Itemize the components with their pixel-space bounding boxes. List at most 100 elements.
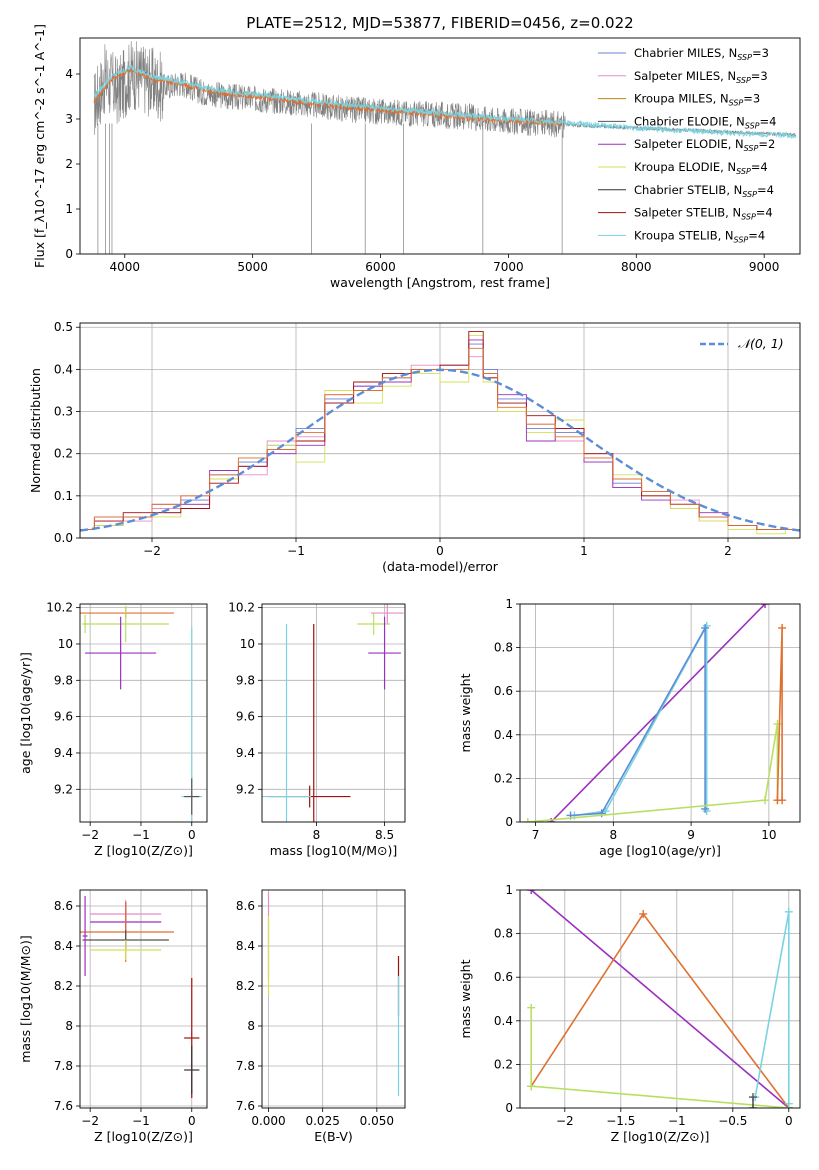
y-tick-label: 0.2: [494, 771, 513, 785]
y-tick-label: 8.6: [54, 899, 73, 913]
y-tick-label: 0.6: [494, 970, 513, 984]
axes-frame: [261, 889, 406, 1109]
plot-area: [80, 896, 200, 1098]
weight-line-Kroupa ELODIE: [527, 723, 779, 822]
x-tick-label: −2: [143, 544, 161, 558]
weight-marker: [701, 623, 710, 632]
panel-age-vs-mass: 8 8.5 9.2 9.4 9.6 9.8 10 10.2 mass [log10(M/M⊙)]: [228, 601, 406, 858]
y-tick-label: 9.8: [54, 673, 73, 687]
weight-marker: [784, 1099, 793, 1108]
y-tick-label: 0: [505, 815, 513, 829]
errorbar-point: [90, 940, 162, 960]
legend-entry: Chabrier MILES, NSSP=3: [598, 46, 769, 62]
weight-marker: [527, 1003, 536, 1012]
axes-frame: [519, 889, 801, 1109]
axes-frame: [79, 322, 801, 539]
weight-marker: [761, 604, 769, 608]
plot-area: [523, 604, 787, 822]
spectrum-series-model-stelib: [93, 64, 797, 139]
x-axis-label: Z [log10(Z/Z⊙)]: [611, 1129, 710, 1144]
legend-entry: Salpeter MILES, NSSP=3: [598, 69, 768, 85]
x-tick-label: 8: [313, 828, 321, 842]
y-tick-label: 0.8: [494, 641, 513, 655]
legend-label: Chabrier STELIB, NSSP=4: [634, 183, 774, 199]
y-tick-label: 1: [505, 597, 513, 611]
y-tick-label: 10.2: [46, 601, 73, 615]
weight-marker: [523, 818, 532, 822]
plot-area: [267, 892, 400, 1096]
legend-label: Chabrier ELODIE, NSSP=4: [634, 114, 776, 130]
x-tick-label: 8.5: [375, 828, 394, 842]
y-tick-label: 9.2: [54, 782, 73, 796]
axes-frame: [79, 603, 208, 823]
x-tick-label: −2: [81, 1114, 99, 1128]
weight-line-Kroupa ELODIE: [530, 1007, 789, 1108]
errorbar-point: [82, 614, 88, 634]
legend-entry: Kroupa MILES, NSSP=3: [598, 92, 760, 108]
y-tick-label: 9.8: [236, 673, 255, 687]
x-axis-label: E(B-V): [314, 1129, 353, 1144]
y-tick-label: 2: [65, 157, 73, 171]
y-tick-label: 7.8: [236, 1059, 255, 1073]
y-tick-label: 8.2: [54, 979, 73, 993]
x-tick-label: 2: [724, 544, 732, 558]
x-tick-label: 8: [610, 828, 618, 842]
y-axis-label: mass weight: [458, 959, 473, 1038]
legend-label: Kroupa STELIB, NSSP=4: [634, 228, 765, 244]
errorbar-point: [85, 616, 157, 690]
x-tick-label: 7: [532, 828, 540, 842]
legend-entry: Chabrier STELIB, NSSP=4: [598, 183, 774, 199]
weight-line-Kroupa MILES: [776, 627, 783, 801]
y-axis-label: Normed distribution: [28, 368, 43, 493]
x-tick-label: 9000: [749, 260, 780, 274]
panel-mass-vs-Z: −2 −1 0 7.6 7.8 8 8.2 8.4 8.6 Z [log10(Z/Z⊙)] mass…: [18, 889, 208, 1144]
x-axis-label: Z [log10(Z/Z⊙)]: [94, 843, 193, 858]
y-tick-label: 9.6: [54, 710, 73, 724]
axes-frame: [79, 37, 801, 255]
panel-mass-vs-ebv: 0.000 0.025 0.050 7.6 7.8 8 8.2 8.4 8.6 E(B-V): [236, 889, 406, 1144]
x-tick-label: 0.025: [305, 1114, 339, 1128]
x-tick-label: −1.5: [606, 1114, 635, 1128]
weight-line-Kroupa MILES: [530, 912, 790, 1108]
y-axis-label: Flux [f_λ10^-17 erg cm^-2 s^-1 A^-1]: [32, 24, 47, 268]
x-tick-label: −1: [132, 828, 150, 842]
legend-entry: Salpeter STELIB, NSSP=4: [598, 206, 773, 222]
y-tick-label: 8.2: [236, 979, 255, 993]
y-tick-label: 8: [65, 1019, 73, 1033]
y-tick-label: 9.4: [54, 746, 73, 760]
gaussian-curve: [80, 368, 800, 532]
y-tick-label: 8: [247, 1019, 255, 1033]
weight-marker: [748, 1104, 757, 1108]
weight-line-Salpeter ELODIE: [530, 890, 790, 1108]
y-tick-label: 0: [65, 247, 73, 261]
weight-marker: [748, 1093, 757, 1102]
y-tick-label: 0.0: [54, 531, 73, 545]
errorbar-point: [82, 605, 169, 643]
y-tick-label: 7.6: [54, 1099, 73, 1113]
x-tick-label: 9: [687, 828, 695, 842]
weight-marker: [639, 909, 648, 918]
y-tick-label: 10: [240, 637, 255, 651]
y-tick-label: 0.5: [54, 320, 73, 334]
x-tick-label: −1: [132, 1114, 150, 1128]
x-tick-label: 0.000: [251, 1114, 285, 1128]
y-tick-label: 0.4: [494, 1014, 513, 1028]
x-tick-label: −2: [556, 1114, 574, 1128]
legend-entry: Kroupa ELODIE, NSSP=4: [598, 160, 768, 176]
x-axis-label: mass [log10(M/M⊙)]: [270, 843, 398, 858]
y-tick-label: 0.6: [494, 684, 513, 698]
plot-area: [262, 604, 404, 822]
panel-residuals: −2 −1 0 1 2 0.0 0.1 0.2 0.3 0.4 0.5 (data-model)/er…: [28, 320, 801, 574]
panel-mass-weight-vs-age: 7 8 9 10 0 0.2 0.4 0.6 0.8 1 age [log10(age/yr)] ma…: [458, 597, 801, 858]
x-tick-label: 0: [188, 828, 196, 842]
y-tick-label: 0.1: [54, 489, 73, 503]
errorbar-point: [370, 604, 404, 624]
x-tick-label: 5000: [237, 260, 268, 274]
x-tick-label: 0.050: [360, 1114, 394, 1128]
x-tick-label: −2: [81, 828, 99, 842]
weight-line-Chabrier STELIB: [570, 624, 706, 817]
weight-marker: [784, 907, 793, 916]
y-tick-label: 0: [505, 1101, 513, 1115]
legend-label: Chabrier MILES, NSSP=3: [634, 46, 769, 62]
